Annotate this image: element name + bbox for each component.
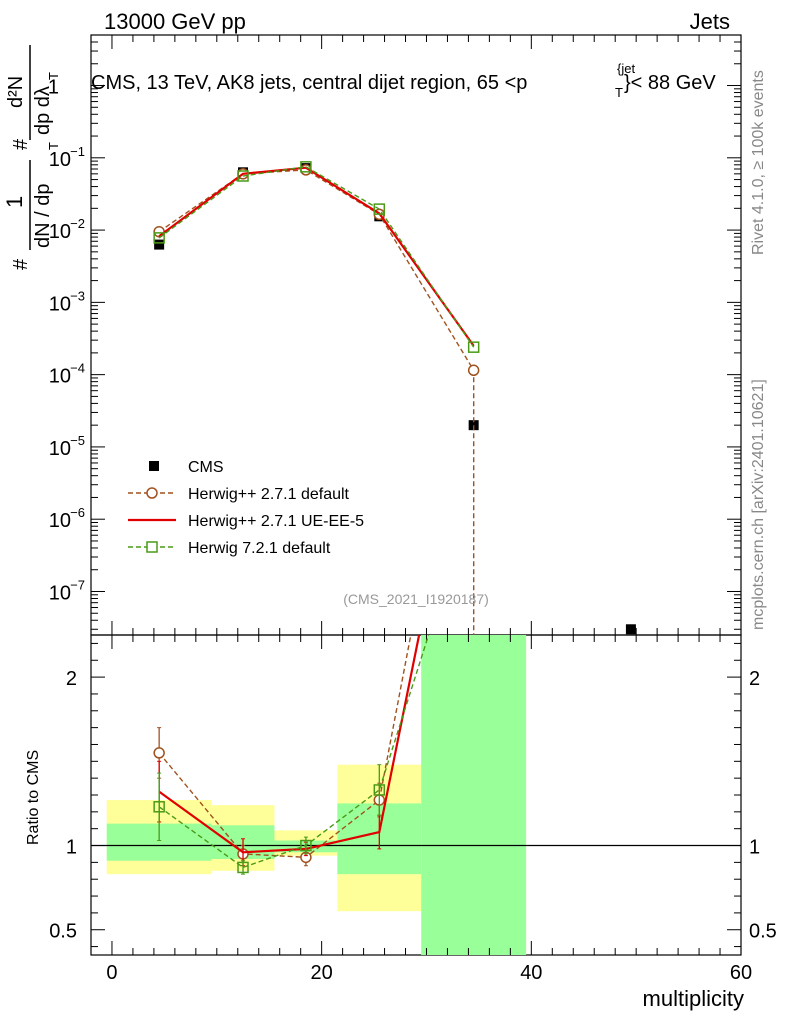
legend-marker-cms xyxy=(149,461,159,471)
ratio-ytick-label-left-0: 0.5 xyxy=(49,921,77,943)
legend-marker-1 xyxy=(146,487,158,499)
ratio-marker-2-0 xyxy=(153,801,165,813)
main-ytick-label-exp-1: −1 xyxy=(70,144,85,159)
ratio-marker-0-0 xyxy=(153,747,165,759)
ylabel-num-2: d²N xyxy=(5,76,27,108)
xtick-label-0: 0 xyxy=(106,962,117,984)
main-ytick-label-7: 10 xyxy=(49,582,71,604)
cms-point-0 xyxy=(154,239,165,250)
main-ytick-label-exp-7: −7 xyxy=(70,577,85,592)
ylabel-sub-2: T xyxy=(46,72,61,80)
herwig7-marker-0 xyxy=(153,232,165,244)
cms-point-5 xyxy=(625,624,636,635)
main-ytick-label-exp-2: −2 xyxy=(70,216,85,231)
main-ylabel: # 1 dN / dp # d²N dp dλ T T xyxy=(2,45,61,270)
source-label: mcplots.cern.ch [arXiv:2401.10621] xyxy=(750,379,767,630)
main-ytick-label-exp-3: −3 xyxy=(70,288,85,303)
herwig7-marker-1 xyxy=(237,170,249,182)
main-ytick-label-exp-5: −5 xyxy=(70,433,85,448)
category-label: Jets xyxy=(690,9,730,34)
ratio-ytick-label-right-0: 0.5 xyxy=(749,921,777,943)
xtick-label-2: 40 xyxy=(520,962,542,984)
x-axis-label: multiplicity xyxy=(643,986,744,1011)
main-title: CMS, 13 TeV, AK8 jets, central dijet reg… xyxy=(91,61,716,100)
title-sup: {jet xyxy=(617,61,635,76)
ylabel-den-2: dp dλ xyxy=(32,86,54,135)
main-axis-ticks: 110−110−210−310−410−510−610−7 xyxy=(48,35,742,635)
legend-label-3: Herwig 7.2.1 default xyxy=(188,540,331,557)
ylabel-den-1: dN / dp xyxy=(32,184,54,248)
main-series xyxy=(153,161,636,635)
herwig7-marker-2 xyxy=(300,161,312,173)
title-sub: T xyxy=(615,85,623,100)
title-suffix: }< 88 GeV xyxy=(624,72,716,94)
ratio-axis-ticks: 0.5 0.51 12 20 20 40 60 xyxy=(49,635,777,984)
ratio-marker-2-3 xyxy=(373,784,386,796)
series-line-1 xyxy=(158,169,475,635)
xtick-label-1: 20 xyxy=(311,962,333,984)
main-ytick-label-4: 10 xyxy=(49,366,71,388)
main-ytick-label-0: 1 xyxy=(48,77,59,99)
legend-marker-3 xyxy=(146,541,158,553)
ratio-ylabel: Ratio to CMS xyxy=(25,750,42,845)
ylabel-hash-2: # xyxy=(10,138,32,150)
ratio-series xyxy=(153,634,430,875)
analysis-watermark: (CMS_2021_I1920187) xyxy=(343,591,489,607)
series-line-3 xyxy=(158,166,475,348)
main-ytick-label-exp-6: −6 xyxy=(70,505,85,520)
energy-label: 13000 GeV pp xyxy=(104,9,246,34)
ratio-band-stat-4 xyxy=(421,635,527,955)
main-ytick-label-1: 10 xyxy=(49,149,71,171)
rivet-label: Rivet 4.1.0, ≥ 100k events xyxy=(750,70,767,255)
ratio-marker-2-2 xyxy=(300,839,312,852)
xtick-label-3: 60 xyxy=(730,962,752,984)
legend-label-0: CMS xyxy=(188,459,224,476)
series-line-2 xyxy=(158,166,475,347)
cms-point-4 xyxy=(468,420,479,431)
ratio-bands xyxy=(91,635,741,955)
main-ytick-label-2: 10 xyxy=(49,221,71,243)
main-ytick-label-5: 10 xyxy=(49,438,71,460)
legend-label-2: Herwig++ 2.7.1 UE-EE-5 xyxy=(188,513,364,530)
ratio-ytick-label-right-2: 2 xyxy=(749,668,760,690)
legend: CMS Herwig++ 2.7.1 default Herwig++ 2.7.1 … xyxy=(128,459,364,557)
main-ytick-label-3: 10 xyxy=(49,293,71,315)
ratio-ytick-label-left-2: 2 xyxy=(66,668,77,690)
ylabel-num-1: 1 xyxy=(2,196,27,208)
ratio-ytick-label-left-1: 1 xyxy=(66,837,77,859)
ratio-marker-2-1 xyxy=(237,861,249,874)
ylabel-hash-1: # xyxy=(10,258,32,270)
legend-label-1: Herwig++ 2.7.1 default xyxy=(188,486,350,503)
herwig7-marker-4 xyxy=(467,341,480,353)
ylabel-sub-1: T xyxy=(46,142,61,150)
main-ytick-label-exp-4: −4 xyxy=(70,361,85,376)
ratio-ytick-label-right-1: 1 xyxy=(749,837,760,859)
herwig7-marker-3 xyxy=(373,203,386,215)
herwigpp-default-marker-4 xyxy=(467,364,480,377)
main-ytick-label-6: 10 xyxy=(49,510,71,532)
title-prefix: CMS, 13 TeV, AK8 jets, central dijet reg… xyxy=(91,72,527,94)
